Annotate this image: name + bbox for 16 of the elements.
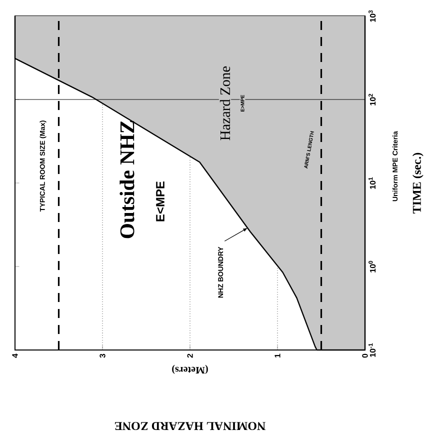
x-tick-label: 2: [187, 354, 193, 358]
annotation: Outside NHZ: [120, 120, 134, 238]
x-tick-label: 1: [274, 354, 280, 358]
x-tick-label: 0: [362, 354, 368, 358]
y-tick-label: 10$^{1}$: [368, 177, 376, 189]
annotation: Hazard Zone: [220, 66, 230, 140]
y-tick-label: 10$^{3}$: [368, 10, 376, 22]
x-axis-title: (Meters): [172, 364, 208, 374]
x-tick-label: 3: [100, 354, 106, 358]
y-tick-label: 10$^{2}$: [368, 94, 376, 106]
x-tick-label: 4: [12, 354, 18, 358]
annotation: E<MPE: [156, 181, 164, 222]
y-axis-title: TIME (sec.): [412, 152, 424, 214]
y-tick-label: 10$^{-1}$: [368, 343, 376, 357]
y-tick-label: 10$^{0}$: [368, 260, 376, 272]
text: NOMINAL HAZARD ZONE: [114, 422, 266, 430]
